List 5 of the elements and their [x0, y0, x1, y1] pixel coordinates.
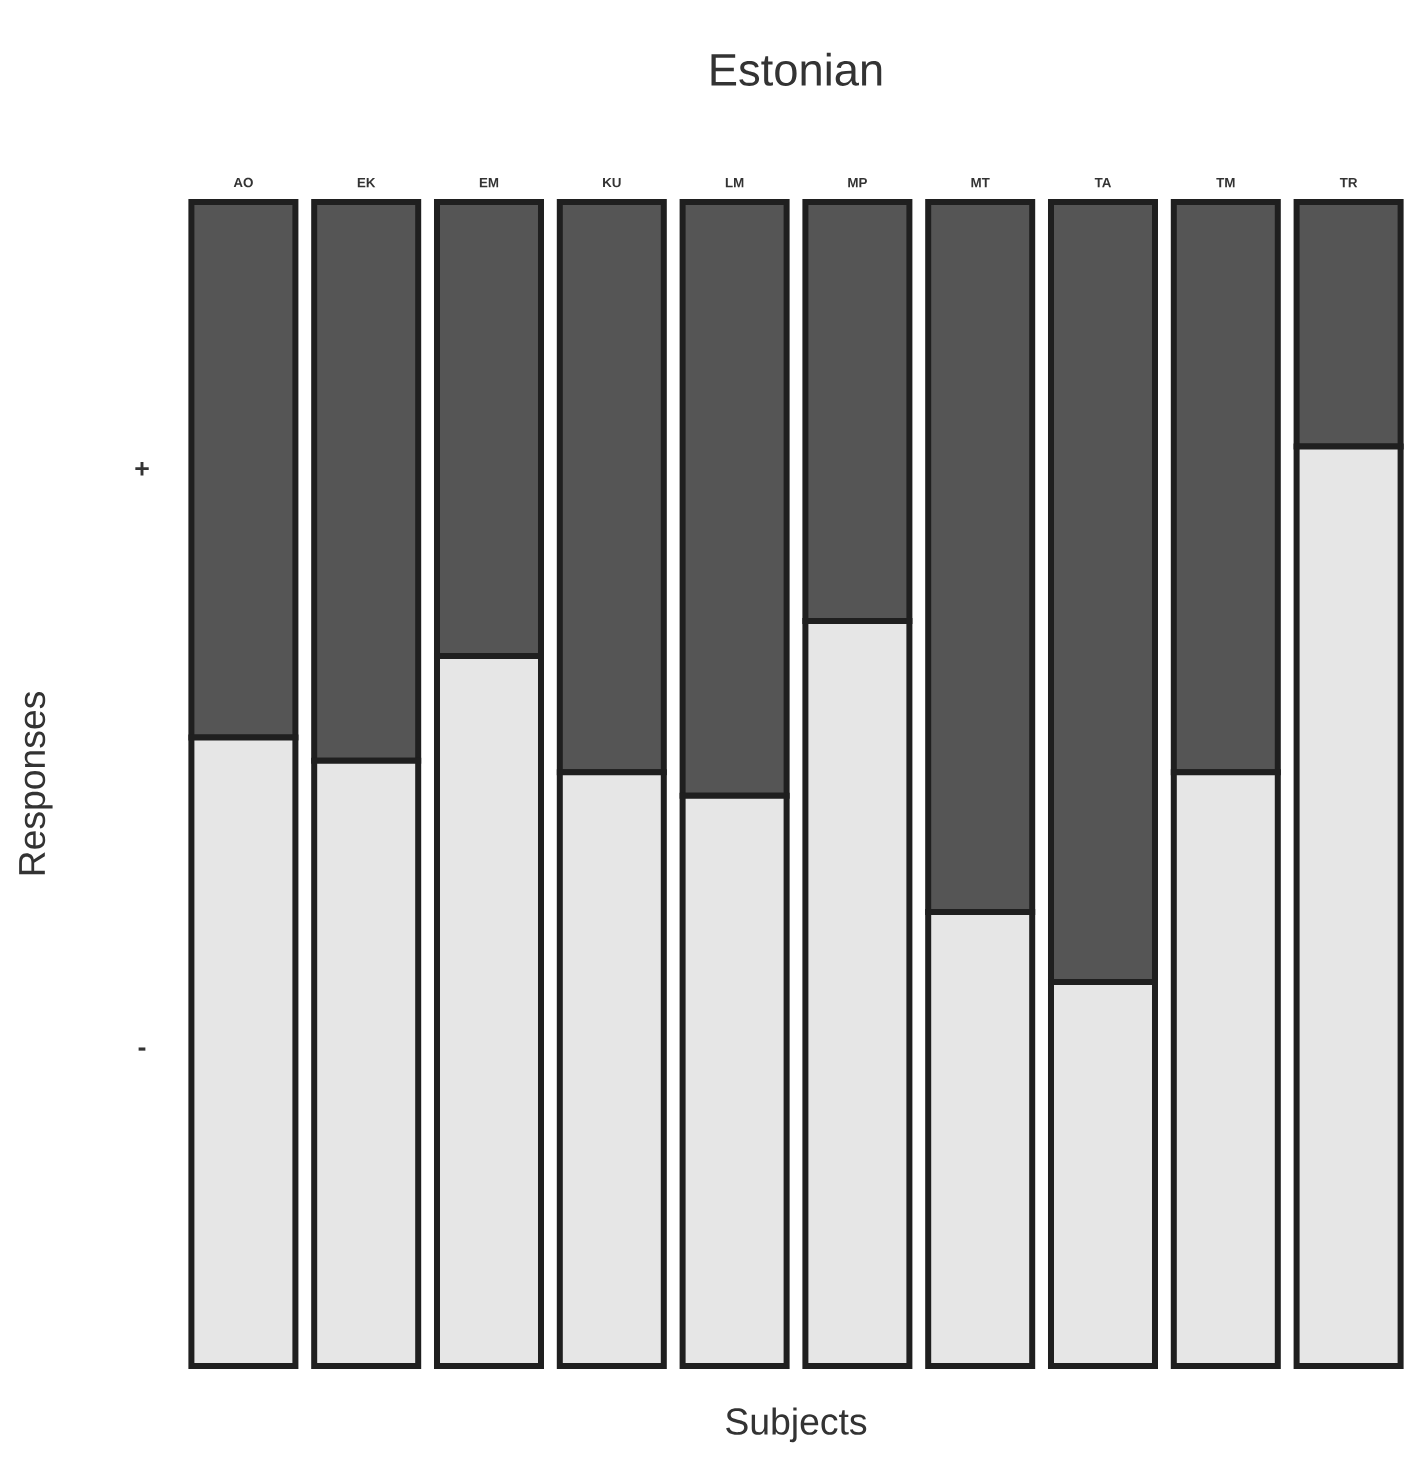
chart-title: Estonian — [711, 52, 882, 86]
series-label: - — [138, 1047, 146, 1051]
series-label: + — [135, 461, 149, 476]
y-axis-title: Responses — [19, 691, 53, 875]
x-axis-title: Subjects — [726, 1407, 867, 1443]
